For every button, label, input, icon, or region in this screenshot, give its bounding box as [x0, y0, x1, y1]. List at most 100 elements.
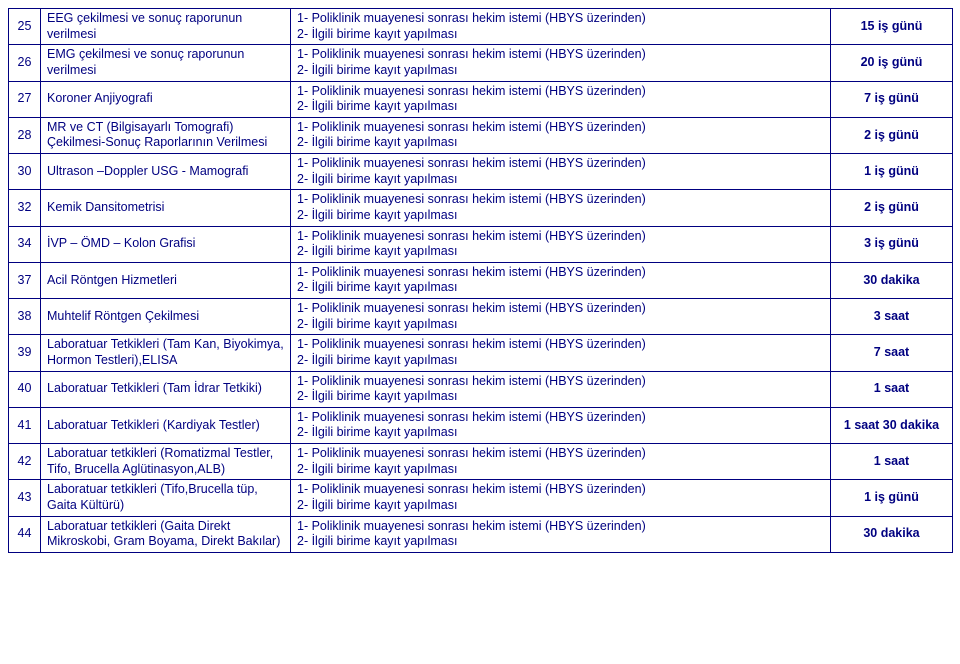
table-row: 44Laboratuar tetkikleri (Gaita Direkt Mi…: [9, 516, 953, 552]
services-table: 25EEG çekilmesi ve sonuç raporunun veril…: [8, 8, 953, 553]
service-name: İVP – ÖMD – Kolon Grafisi: [41, 226, 291, 262]
service-steps: 1- Poliklinik muayenesi sonrası hekim is…: [291, 299, 831, 335]
service-name: Ultrason –Doppler USG - Mamografi: [41, 154, 291, 190]
step-line-2: 2- İlgili birime kayıt yapılması: [297, 135, 824, 151]
row-number: 39: [9, 335, 41, 371]
table-row: 25EEG çekilmesi ve sonuç raporunun veril…: [9, 9, 953, 45]
step-line-1: 1- Poliklinik muayenesi sonrası hekim is…: [297, 84, 824, 100]
table-row: 43Laboratuar tetkikleri (Tifo,Brucella t…: [9, 480, 953, 516]
service-steps: 1- Poliklinik muayenesi sonrası hekim is…: [291, 262, 831, 298]
service-steps: 1- Poliklinik muayenesi sonrası hekim is…: [291, 480, 831, 516]
service-duration: 30 dakika: [831, 262, 953, 298]
service-name: MR ve CT (Bilgisayarlı Tomografi) Çekilm…: [41, 117, 291, 153]
table-row: 39Laboratuar Tetkikleri (Tam Kan, Biyoki…: [9, 335, 953, 371]
step-line-1: 1- Poliklinik muayenesi sonrası hekim is…: [297, 410, 824, 426]
service-name: Laboratuar Tetkikleri (Tam Kan, Biyokimy…: [41, 335, 291, 371]
service-steps: 1- Poliklinik muayenesi sonrası hekim is…: [291, 154, 831, 190]
service-steps: 1- Poliklinik muayenesi sonrası hekim is…: [291, 190, 831, 226]
step-line-2: 2- İlgili birime kayıt yapılması: [297, 534, 824, 550]
service-name: Acil Röntgen Hizmetleri: [41, 262, 291, 298]
service-duration: 1 iş günü: [831, 480, 953, 516]
table-row: 37Acil Röntgen Hizmetleri 1- Poliklinik m…: [9, 262, 953, 298]
service-steps: 1- Poliklinik muayenesi sonrası hekim is…: [291, 81, 831, 117]
step-line-1: 1- Poliklinik muayenesi sonrası hekim is…: [297, 374, 824, 390]
step-line-1: 1- Poliklinik muayenesi sonrası hekim is…: [297, 519, 824, 535]
service-steps: 1- Poliklinik muayenesi sonrası hekim is…: [291, 371, 831, 407]
service-steps: 1- Poliklinik muayenesi sonrası hekim is…: [291, 9, 831, 45]
row-number: 42: [9, 444, 41, 480]
table-row: 34İVP – ÖMD – Kolon Grafisi 1- Poliklinik…: [9, 226, 953, 262]
table-row: 40Laboratuar Tetkikleri (Tam İdrar Tetki…: [9, 371, 953, 407]
table-row: 41Laboratuar Tetkikleri (Kardiyak Testle…: [9, 407, 953, 443]
step-line-1: 1- Poliklinik muayenesi sonrası hekim is…: [297, 337, 824, 353]
step-line-1: 1- Poliklinik muayenesi sonrası hekim is…: [297, 120, 824, 136]
service-steps: 1- Poliklinik muayenesi sonrası hekim is…: [291, 407, 831, 443]
service-steps: 1- Poliklinik muayenesi sonrası hekim is…: [291, 45, 831, 81]
step-line-2: 2- İlgili birime kayıt yapılması: [297, 208, 824, 224]
row-number: 37: [9, 262, 41, 298]
step-line-1: 1- Poliklinik muayenesi sonrası hekim is…: [297, 47, 824, 63]
step-line-2: 2- İlgili birime kayıt yapılması: [297, 425, 824, 441]
step-line-2: 2- İlgili birime kayıt yapılması: [297, 317, 824, 333]
service-duration: 2 iş günü: [831, 190, 953, 226]
service-duration: 1 saat: [831, 444, 953, 480]
table-row: 27Koroner Anjiyografi 1- Poliklinik muaye…: [9, 81, 953, 117]
service-name: EEG çekilmesi ve sonuç raporunun verilme…: [41, 9, 291, 45]
service-duration: 3 saat: [831, 299, 953, 335]
step-line-1: 1- Poliklinik muayenesi sonrası hekim is…: [297, 265, 824, 281]
step-line-1: 1- Poliklinik muayenesi sonrası hekim is…: [297, 446, 824, 462]
step-line-2: 2- İlgili birime kayıt yapılması: [297, 353, 824, 369]
service-name: EMG çekilmesi ve sonuç raporunun verilme…: [41, 45, 291, 81]
step-line-1: 1- Poliklinik muayenesi sonrası hekim is…: [297, 229, 824, 245]
service-name: Laboratuar tetkikleri (Gaita Direkt Mikr…: [41, 516, 291, 552]
service-name: Koroner Anjiyografi: [41, 81, 291, 117]
row-number: 38: [9, 299, 41, 335]
row-number: 43: [9, 480, 41, 516]
service-name: Kemik Dansitometrisi: [41, 190, 291, 226]
step-line-2: 2- İlgili birime kayıt yapılması: [297, 99, 824, 115]
step-line-2: 2- İlgili birime kayıt yapılması: [297, 462, 824, 478]
row-number: 30: [9, 154, 41, 190]
service-duration: 1 saat 30 dakika: [831, 407, 953, 443]
step-line-1: 1- Poliklinik muayenesi sonrası hekim is…: [297, 11, 824, 27]
row-number: 27: [9, 81, 41, 117]
step-line-2: 2- İlgili birime kayıt yapılması: [297, 244, 824, 260]
service-steps: 1- Poliklinik muayenesi sonrası hekim is…: [291, 516, 831, 552]
table-row: 42Laboratuar tetkikleri (Romatizmal Test…: [9, 444, 953, 480]
step-line-1: 1- Poliklinik muayenesi sonrası hekim is…: [297, 482, 824, 498]
service-steps: 1- Poliklinik muayenesi sonrası hekim is…: [291, 335, 831, 371]
service-steps: 1- Poliklinik muayenesi sonrası hekim is…: [291, 117, 831, 153]
service-steps: 1- Poliklinik muayenesi sonrası hekim is…: [291, 444, 831, 480]
row-number: 40: [9, 371, 41, 407]
service-name: Laboratuar Tetkikleri (Kardiyak Testler): [41, 407, 291, 443]
row-number: 26: [9, 45, 41, 81]
service-name: Laboratuar Tetkikleri (Tam İdrar Tetkiki…: [41, 371, 291, 407]
service-name: Laboratuar tetkikleri (Tifo,Brucella tüp…: [41, 480, 291, 516]
service-duration: 1 saat: [831, 371, 953, 407]
row-number: 28: [9, 117, 41, 153]
step-line-1: 1- Poliklinik muayenesi sonrası hekim is…: [297, 156, 824, 172]
table-row: 30Ultrason –Doppler USG - Mamografi 1- Po…: [9, 154, 953, 190]
table-row: 26EMG çekilmesi ve sonuç raporunun veril…: [9, 45, 953, 81]
row-number: 32: [9, 190, 41, 226]
table-row: 32Kemik Dansitometrisi 1- Poliklinik muay…: [9, 190, 953, 226]
service-name: Muhtelif Röntgen Çekilmesi: [41, 299, 291, 335]
step-line-2: 2- İlgili birime kayıt yapılması: [297, 389, 824, 405]
step-line-2: 2- İlgili birime kayıt yapılması: [297, 172, 824, 188]
step-line-2: 2- İlgili birime kayıt yapılması: [297, 63, 824, 79]
service-steps: 1- Poliklinik muayenesi sonrası hekim is…: [291, 226, 831, 262]
step-line-2: 2- İlgili birime kayıt yapılması: [297, 27, 824, 43]
service-duration: 3 iş günü: [831, 226, 953, 262]
step-line-1: 1- Poliklinik muayenesi sonrası hekim is…: [297, 192, 824, 208]
service-duration: 7 iş günü: [831, 81, 953, 117]
row-number: 41: [9, 407, 41, 443]
service-duration: 7 saat: [831, 335, 953, 371]
step-line-2: 2- İlgili birime kayıt yapılması: [297, 280, 824, 296]
row-number: 34: [9, 226, 41, 262]
service-duration: 1 iş günü: [831, 154, 953, 190]
service-name: Laboratuar tetkikleri (Romatizmal Testle…: [41, 444, 291, 480]
service-duration: 2 iş günü: [831, 117, 953, 153]
service-duration: 15 iş günü: [831, 9, 953, 45]
step-line-1: 1- Poliklinik muayenesi sonrası hekim is…: [297, 301, 824, 317]
table-row: 28MR ve CT (Bilgisayarlı Tomografi) Çeki…: [9, 117, 953, 153]
